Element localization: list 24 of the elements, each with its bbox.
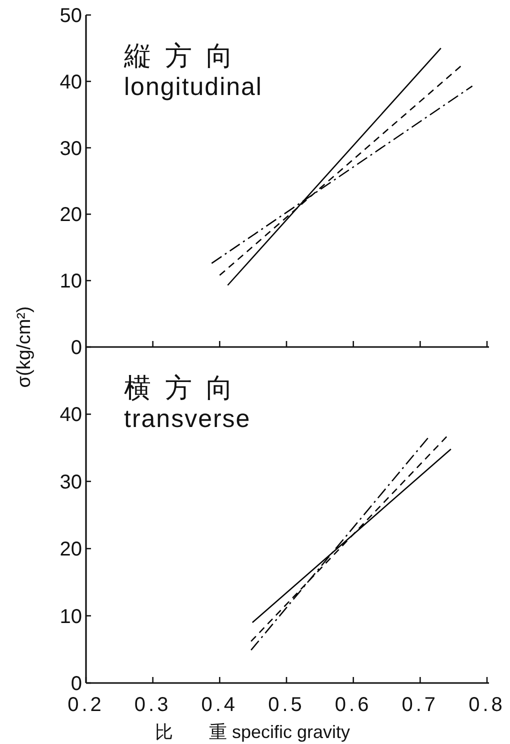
x-tick-label: 0.5 xyxy=(268,694,305,716)
x-tick-label: 0.6 xyxy=(334,694,372,716)
y-tick-label: 40 xyxy=(60,404,82,426)
y-tick-label: 10 xyxy=(60,270,82,293)
x-tick-label: 0.8 xyxy=(468,694,506,716)
y-tick-label: 30 xyxy=(60,471,82,494)
y-tick-label: 0 xyxy=(70,673,82,695)
y-tick-label: 0 xyxy=(70,337,82,359)
x-tick-label: 0.2 xyxy=(68,694,104,716)
text: 横方向 xyxy=(124,373,247,403)
x-tick-label: 0.4 xyxy=(201,694,238,716)
y-tick-label: 10 xyxy=(60,606,82,628)
text: transverse xyxy=(124,405,251,433)
y-tick-label: 20 xyxy=(60,204,82,226)
y-axis-title: σ(kg/cm²) xyxy=(14,306,35,388)
y-tick-label: 20 xyxy=(60,538,82,561)
text: 縦方向 xyxy=(123,41,247,71)
text: longitudinal xyxy=(124,73,262,101)
x-tick-label: 0.7 xyxy=(402,694,439,716)
y-tick-label: 50 xyxy=(60,5,82,27)
x-tick-label: 0.3 xyxy=(134,694,172,716)
y-tick-label: 40 xyxy=(60,71,82,94)
y-tick-label: 30 xyxy=(60,138,82,160)
x-axis-title: 比 重 specific gravity xyxy=(155,722,350,742)
